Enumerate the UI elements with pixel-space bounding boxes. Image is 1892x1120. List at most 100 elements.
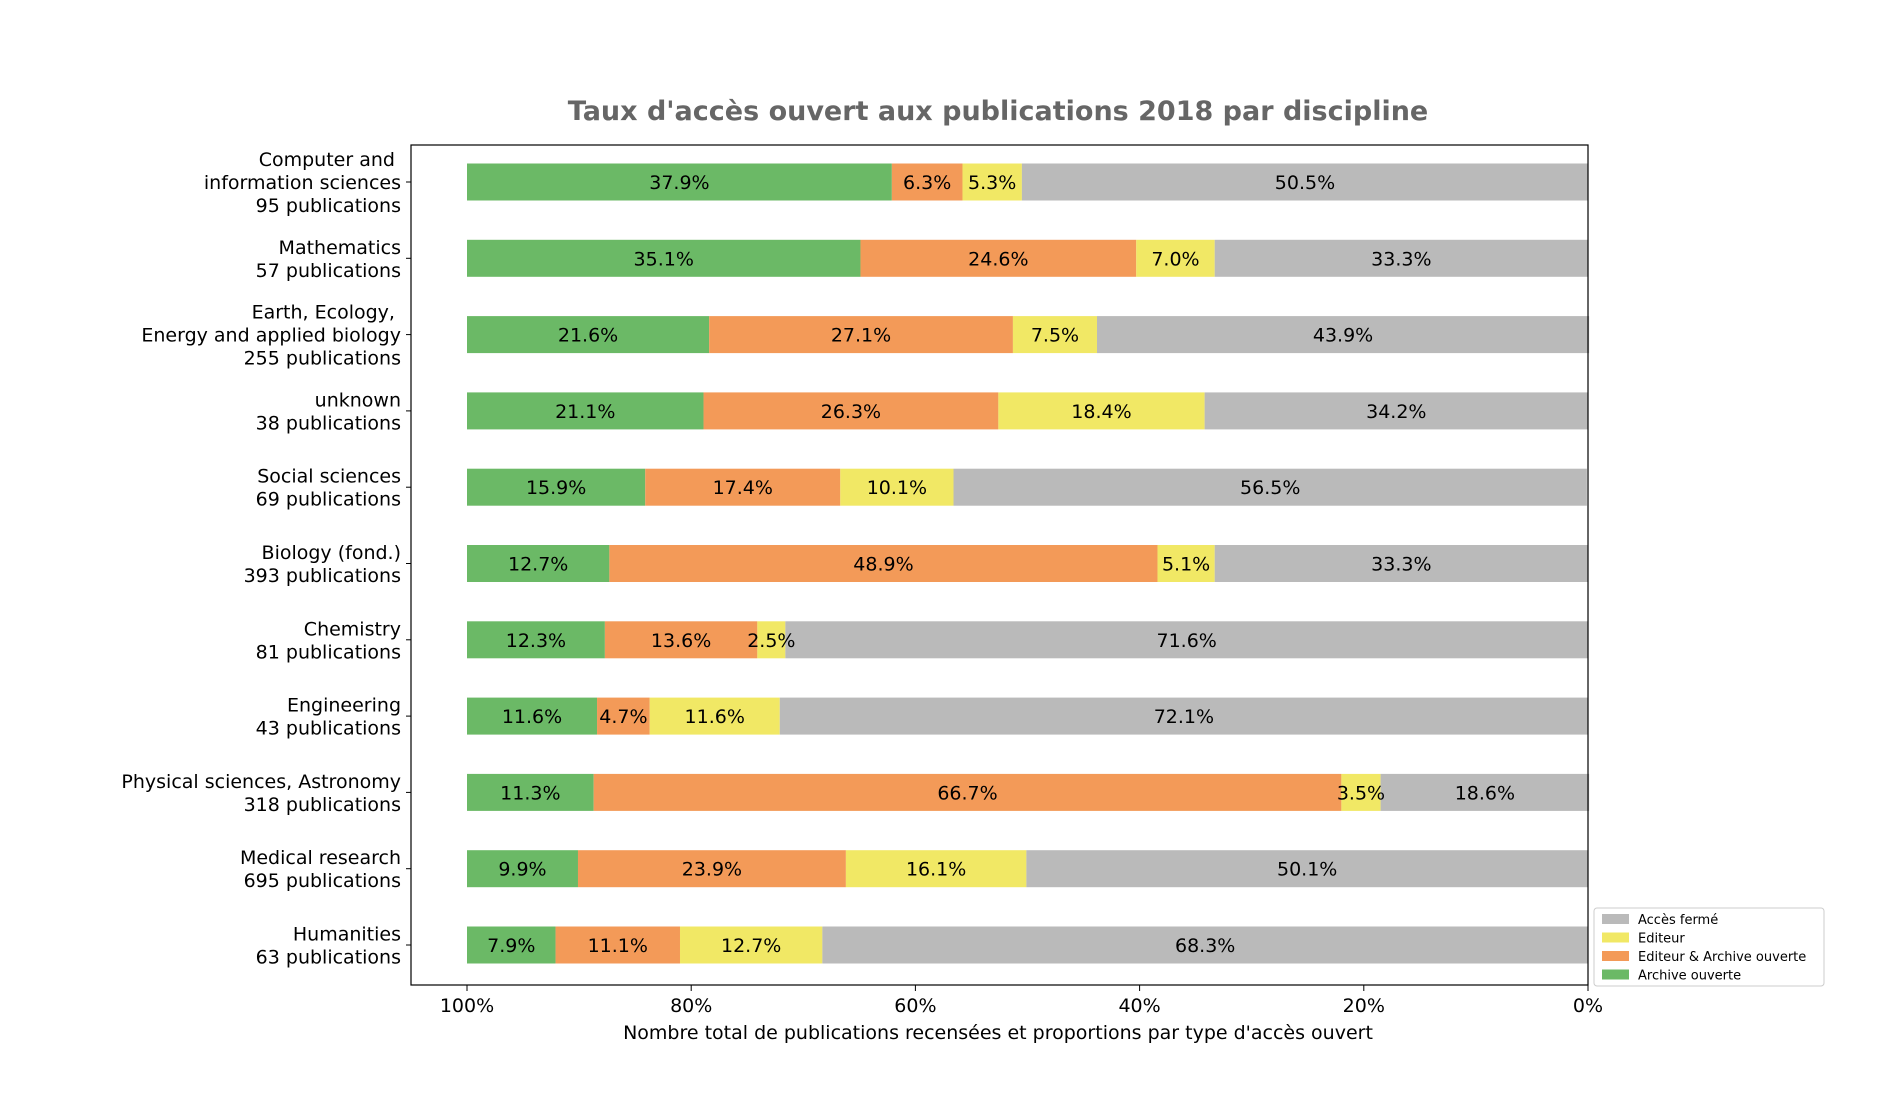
bar-segment <box>1136 239 1215 277</box>
bar-segment <box>1097 316 1590 354</box>
x-axis-label: Nombre total de publications recensées e… <box>623 1022 1373 1044</box>
data-label: 23.9% <box>682 859 742 881</box>
bar-segment <box>757 621 786 659</box>
category-label: Social sciences 69 publications <box>256 466 401 511</box>
bar-segment <box>604 621 758 659</box>
value-labels-layer: 37.9% 6.3% 5.3% 50.5% 35.1% 24.6% 7.0% 33.3% 21.… <box>487 172 1515 957</box>
category-label: Engineering 43 publications <box>256 695 401 740</box>
bar-segment <box>845 850 1027 888</box>
data-label: 37.9% <box>649 172 709 194</box>
data-label: 15.9% <box>526 477 586 499</box>
data-label: 7.9% <box>487 935 535 957</box>
data-label: 5.1% <box>1162 554 1210 576</box>
data-label: 33.3% <box>1371 248 1431 270</box>
bar-segment <box>645 468 841 506</box>
bar-segment <box>467 850 578 888</box>
data-label: 50.5% <box>1275 172 1335 194</box>
data-label: 17.4% <box>713 477 773 499</box>
bar-segment <box>1026 850 1588 888</box>
bar-segment <box>679 926 823 964</box>
data-label: 21.1% <box>555 401 615 423</box>
legend-swatch <box>1602 932 1629 943</box>
data-label: 50.1% <box>1277 859 1337 881</box>
category-label: Mathematics 57 publications <box>256 237 401 282</box>
data-label: 5.3% <box>968 172 1016 194</box>
bar-segment <box>467 316 710 354</box>
data-label: 12.7% <box>721 935 781 957</box>
data-label: 34.2% <box>1366 401 1426 423</box>
bar-segment <box>467 468 646 506</box>
bar-segment <box>779 697 1588 735</box>
data-label: 16.1% <box>906 859 966 881</box>
bar-segment <box>649 697 780 735</box>
bar-segment <box>1214 239 1588 277</box>
bar-segment <box>840 468 954 506</box>
legend-swatch <box>1602 914 1629 924</box>
bar-segment <box>1021 163 1588 201</box>
bar-segment <box>998 392 1205 430</box>
data-label: 13.6% <box>651 630 711 652</box>
data-label: 11.1% <box>588 935 648 957</box>
bar-segment <box>467 163 892 201</box>
category-label: Physical sciences, Astronomy 318 publicat… <box>121 771 401 816</box>
x-tick-label: 80% <box>670 995 712 1017</box>
data-label: 72.1% <box>1154 706 1214 728</box>
category-label: Humanities 63 publications <box>256 924 401 969</box>
bar-segment <box>609 545 1158 582</box>
data-label: 12.3% <box>506 630 566 652</box>
data-label: 6.3% <box>903 172 951 194</box>
legend: Accès fermé Editeur Editeur & Archive ouve… <box>1593 907 1825 987</box>
data-label: 10.1% <box>867 477 927 499</box>
category-label: Computer and information sciences 95 publ… <box>204 149 401 217</box>
bar-segment <box>467 926 556 964</box>
legend-frame <box>1593 907 1825 987</box>
legend-entry: Archive ouverte <box>1638 969 1741 984</box>
bar-segment <box>1204 392 1588 430</box>
data-label: 35.1% <box>634 248 694 270</box>
data-label: 26.3% <box>821 401 881 423</box>
bar-segment <box>597 697 650 735</box>
bar-segment <box>1380 773 1590 811</box>
bar-segment <box>785 621 1588 659</box>
bar-segment <box>953 468 1587 506</box>
data-label: 27.1% <box>831 325 891 347</box>
data-label: 9.9% <box>498 859 546 881</box>
data-label: 21.6% <box>558 325 618 347</box>
data-label: 4.7% <box>599 706 647 728</box>
bar-segment <box>467 773 594 811</box>
bar-segment <box>467 697 598 735</box>
bar-segment <box>467 239 861 277</box>
plot-frame <box>410 144 1589 986</box>
bar-segment <box>709 316 1013 354</box>
data-label: 7.0% <box>1151 248 1199 270</box>
x-tick-label: 40% <box>1118 995 1160 1017</box>
bar-segment <box>1157 545 1215 582</box>
data-label: 33.3% <box>1371 554 1431 576</box>
bar-segment <box>577 850 846 888</box>
data-label: 18.4% <box>1071 401 1131 423</box>
data-label: 66.7% <box>937 782 997 804</box>
x-tick-label: 60% <box>894 995 936 1017</box>
bar-segment <box>703 392 999 430</box>
category-label: Medical research 695 publications <box>240 847 401 892</box>
legend-swatch <box>1602 951 1629 961</box>
data-label: 11.3% <box>500 782 560 804</box>
axes-layer: Computer and information sciences 95 publ… <box>121 144 1603 1017</box>
chart-title: Taux d'accès ouvert aux publications 201… <box>568 96 1428 127</box>
bar-segment <box>1012 316 1098 354</box>
bar-segment <box>1341 773 1381 811</box>
bar-segment <box>467 392 704 430</box>
bars-layer <box>467 163 1590 964</box>
bar-segment <box>593 773 1342 811</box>
data-label: 12.7% <box>508 554 568 576</box>
legend-entry: Accès fermé <box>1638 913 1718 928</box>
legend-swatch <box>1602 969 1629 980</box>
legend-entry: Editeur & Archive ouverte <box>1638 950 1806 965</box>
data-label: 3.5% <box>1337 782 1385 804</box>
data-label: 2.5% <box>747 630 795 652</box>
data-label: 7.5% <box>1031 325 1079 347</box>
data-label: 48.9% <box>853 554 913 576</box>
bar-segment <box>860 239 1137 277</box>
bar-segment <box>962 163 1022 201</box>
category-label: Biology (fond.) 393 publications <box>244 542 401 587</box>
